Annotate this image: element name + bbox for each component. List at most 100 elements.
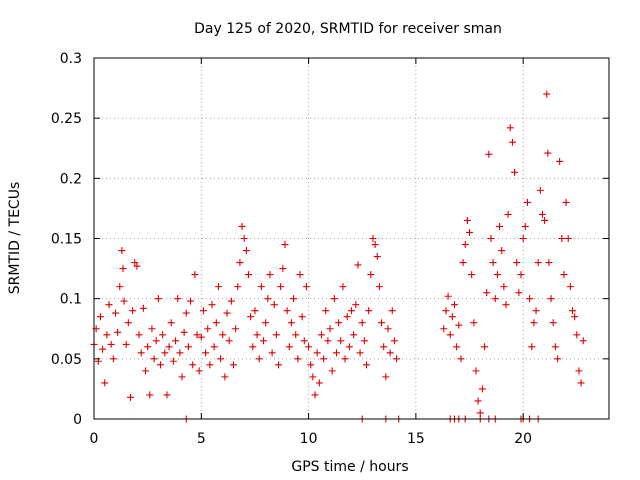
data-point bbox=[326, 325, 334, 333]
data-point bbox=[223, 309, 231, 317]
data-point bbox=[234, 283, 242, 291]
data-point bbox=[270, 301, 278, 309]
data-point bbox=[206, 361, 214, 369]
y-tick-label: 0.3 bbox=[60, 51, 82, 67]
data-point bbox=[455, 321, 463, 329]
data-point bbox=[560, 271, 568, 279]
data-point bbox=[116, 283, 124, 291]
data-point bbox=[511, 168, 519, 176]
x-tick-label: 5 bbox=[197, 431, 206, 447]
data-point bbox=[126, 393, 134, 401]
data-point bbox=[457, 355, 465, 363]
data-point bbox=[229, 361, 237, 369]
data-point bbox=[119, 265, 127, 273]
data-point bbox=[496, 222, 504, 230]
data-point bbox=[534, 259, 542, 267]
data-point bbox=[114, 328, 122, 336]
data-point bbox=[519, 235, 527, 242]
axis-ticks: 0 5 10 15 20 0 0.05 0.1 0.15 0.2 0.25 0.3 bbox=[51, 51, 609, 447]
data-point bbox=[523, 198, 531, 206]
data-point bbox=[481, 343, 489, 351]
data-point bbox=[508, 138, 516, 146]
data-point bbox=[375, 283, 383, 291]
data-point bbox=[133, 262, 141, 270]
data-point bbox=[111, 309, 119, 317]
data-point bbox=[184, 343, 192, 351]
data-point bbox=[260, 337, 268, 345]
data-point bbox=[532, 307, 540, 315]
data-point bbox=[178, 373, 186, 381]
y-tick-label: 0.05 bbox=[51, 352, 82, 368]
data-point bbox=[210, 343, 218, 351]
data-point bbox=[371, 241, 379, 249]
data-point bbox=[337, 337, 345, 345]
data-point bbox=[157, 361, 165, 369]
data-point bbox=[373, 253, 381, 261]
data-point bbox=[101, 379, 109, 387]
data-point bbox=[307, 361, 315, 369]
data-point bbox=[189, 361, 197, 369]
data-point bbox=[498, 247, 506, 255]
data-point bbox=[444, 292, 452, 300]
data-point bbox=[515, 289, 523, 297]
data-point bbox=[309, 373, 317, 381]
data-point bbox=[275, 361, 283, 369]
data-point bbox=[217, 355, 225, 363]
data-point bbox=[339, 283, 347, 291]
data-point bbox=[466, 228, 474, 236]
data-point bbox=[232, 325, 240, 333]
data-point bbox=[187, 297, 195, 305]
data-point bbox=[131, 259, 139, 267]
data-point bbox=[302, 283, 310, 291]
data-point bbox=[161, 349, 169, 357]
data-point bbox=[536, 186, 544, 194]
data-point bbox=[315, 379, 323, 387]
data-point bbox=[251, 307, 259, 315]
data-point bbox=[545, 259, 553, 267]
y-tick-label: 0.2 bbox=[60, 171, 82, 187]
data-point bbox=[294, 355, 302, 363]
data-point bbox=[384, 325, 392, 333]
data-point bbox=[502, 301, 510, 309]
data-point bbox=[544, 149, 552, 157]
data-point bbox=[281, 241, 289, 249]
data-point bbox=[551, 343, 559, 351]
data-point bbox=[558, 235, 566, 242]
data-point bbox=[249, 343, 257, 351]
data-point bbox=[538, 210, 546, 218]
data-point bbox=[562, 198, 570, 206]
data-point bbox=[386, 349, 394, 357]
data-point bbox=[212, 319, 220, 327]
data-point bbox=[311, 391, 319, 399]
data-point bbox=[287, 319, 295, 327]
data-point bbox=[360, 337, 368, 345]
data-point bbox=[204, 325, 212, 333]
data-point bbox=[382, 373, 390, 381]
data-point bbox=[543, 90, 551, 98]
data-point bbox=[257, 283, 265, 291]
data-point bbox=[305, 343, 313, 351]
data-point bbox=[208, 301, 216, 309]
data-point bbox=[350, 331, 358, 339]
data-point bbox=[268, 349, 276, 357]
data-point bbox=[292, 331, 300, 339]
data-point bbox=[152, 337, 160, 345]
data-point bbox=[571, 313, 579, 321]
data-point bbox=[180, 328, 188, 336]
data-point bbox=[317, 331, 325, 339]
data-point bbox=[240, 235, 248, 242]
data-point bbox=[105, 301, 113, 309]
data-point bbox=[199, 307, 207, 315]
data-point bbox=[343, 313, 351, 321]
data-point bbox=[365, 307, 373, 315]
data-point bbox=[478, 385, 486, 393]
data-point bbox=[476, 409, 484, 417]
data-point bbox=[122, 340, 130, 348]
data-point bbox=[393, 355, 401, 363]
data-point bbox=[202, 349, 210, 357]
data-point bbox=[296, 271, 304, 279]
data-point bbox=[470, 319, 478, 327]
data-point bbox=[182, 309, 190, 317]
data-point bbox=[174, 295, 182, 303]
data-point bbox=[135, 331, 143, 339]
